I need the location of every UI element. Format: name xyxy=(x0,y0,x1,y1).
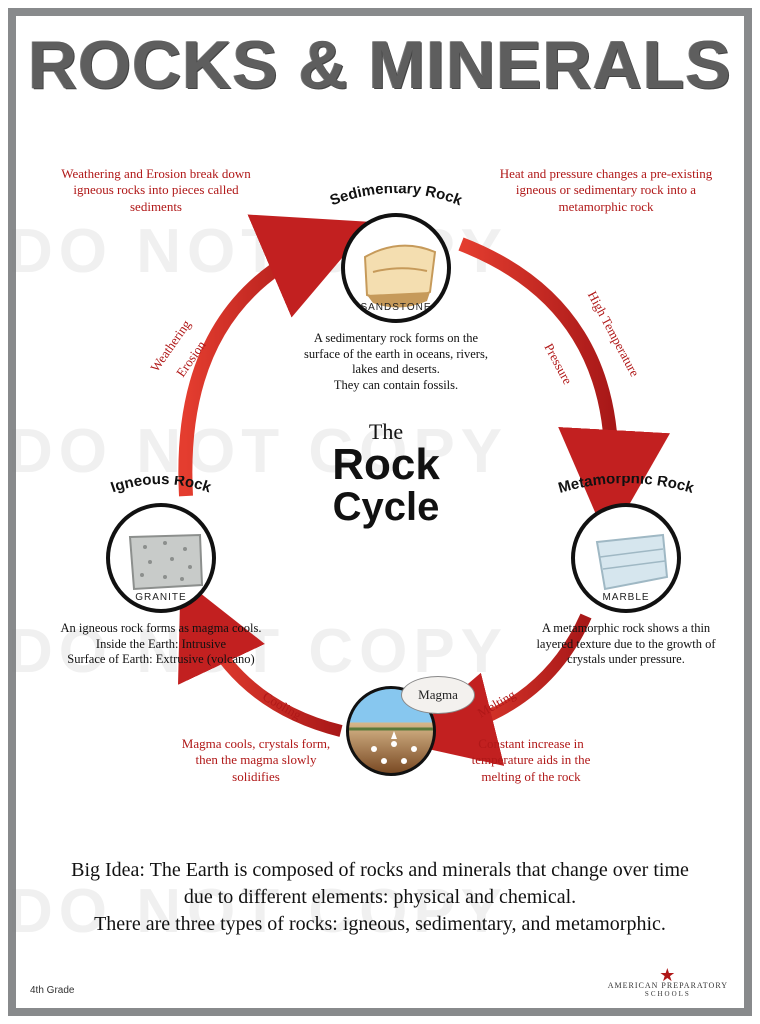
sedimentary-circle: SANDSTONE xyxy=(341,213,451,323)
process-melting-note: Constant increase in temperature aids in… xyxy=(451,736,611,785)
igneous-desc: An igneous rock forms as magma cools.Ins… xyxy=(56,621,266,668)
publisher-sub: SCHOOLS xyxy=(608,990,728,998)
sedimentary-desc: A sedimentary rock forms on the surface … xyxy=(296,331,496,394)
magma-label: Magma xyxy=(401,676,475,714)
process-weathering-note: Weathering and Erosion break down igneou… xyxy=(56,166,256,215)
main-title: ROCKS & MINERALS xyxy=(16,26,744,104)
svg-text:Metamorphic Rock: Metamorphic Rock xyxy=(556,476,696,497)
sedimentary-example: SANDSTONE xyxy=(345,302,447,313)
metamorphic-label-arc: Metamorphic Rock xyxy=(541,476,711,498)
igneous-label-arc: Igneous Rock xyxy=(86,476,236,498)
igneous-circle: GRANITE xyxy=(106,503,216,613)
process-heat-note: Heat and pressure changes a pre-existing… xyxy=(496,166,716,215)
metamorphic-example: MARBLE xyxy=(575,592,677,603)
process-cooling-note: Magma cools, crystals form, then the mag… xyxy=(176,736,336,785)
sedimentary-label-arc: Sedimentary Rock xyxy=(321,186,471,208)
metamorphic-circle: MARBLE xyxy=(571,503,681,613)
node-metamorphic: Metamorphic Rock MARBLE A metamorphic ro… xyxy=(541,476,711,668)
poster-frame: DO NOT COPY DO NOT COPY DO NOT COPY DO N… xyxy=(8,8,752,1016)
node-sedimentary: Sedimentary Rock SANDSTONE A sedimentary… xyxy=(321,186,471,394)
publisher-name: AMERICAN PREPARATORY xyxy=(608,981,728,990)
rock-cycle-diagram: The Rock Cycle Sedimentary Rock SANDSTON… xyxy=(66,186,706,786)
igneous-example: GRANITE xyxy=(110,592,212,603)
svg-text:Igneous Rock: Igneous Rock xyxy=(109,476,214,497)
publisher-logo: ★ AMERICAN PREPARATORY SCHOOLS xyxy=(608,970,728,998)
big-idea-text: Big Idea: The Earth is composed of rocks… xyxy=(56,857,704,938)
node-igneous: Igneous Rock GRANITE An igneous rock for… xyxy=(86,476,236,668)
metamorphic-desc: A metamorphic rock shows a thin layered … xyxy=(531,621,721,668)
grade-level: 4th Grade xyxy=(30,985,74,996)
star-icon: ★ xyxy=(608,970,728,981)
svg-text:Sedimentary Rock: Sedimentary Rock xyxy=(328,186,465,208)
